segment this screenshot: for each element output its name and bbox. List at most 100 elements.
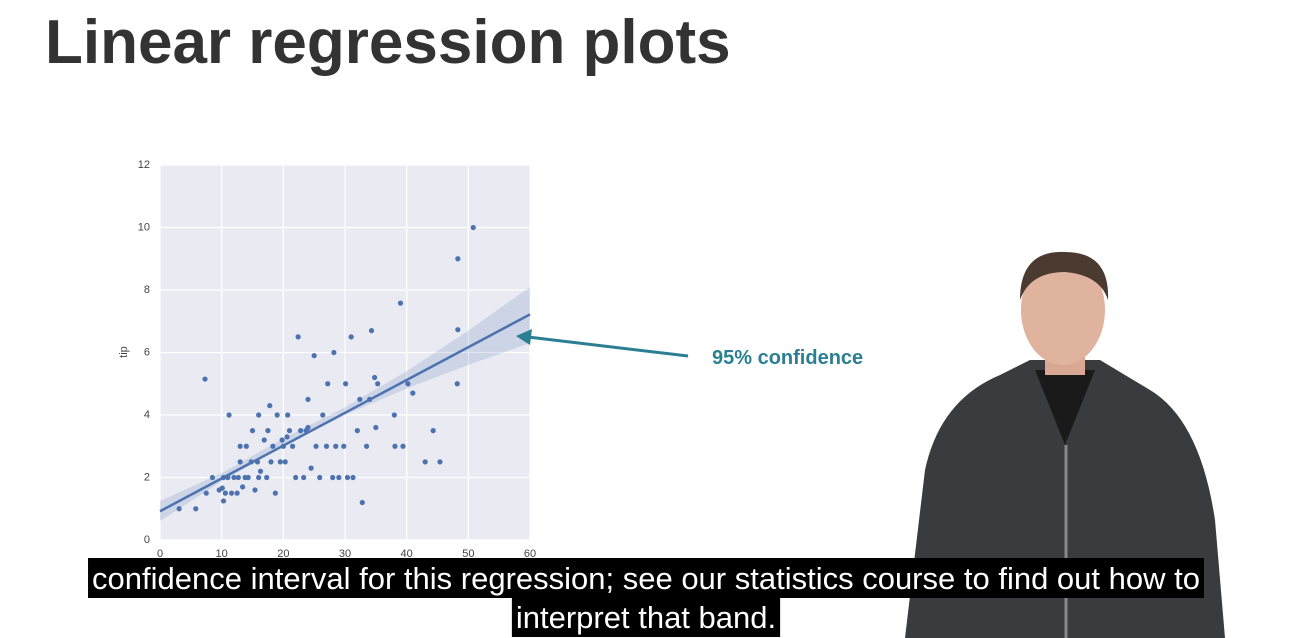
point (336, 474, 342, 481)
caption: confidence interval for this regression;… (88, 558, 1204, 637)
point (350, 474, 356, 481)
point (305, 424, 311, 431)
point (272, 490, 278, 496)
point (397, 300, 404, 306)
point (343, 381, 349, 387)
x-tick-label: 20 (277, 548, 289, 560)
x-tick-label: 50 (462, 548, 474, 560)
point (231, 474, 237, 481)
caption-background (511, 597, 781, 637)
point (323, 443, 330, 449)
point (203, 490, 209, 496)
point (265, 428, 271, 434)
caption-line: confidence interval for this regression;… (92, 561, 1200, 596)
point (430, 428, 436, 434)
point (249, 428, 256, 434)
point (277, 459, 283, 465)
caption-background (88, 558, 1204, 598)
arrow-head (516, 329, 532, 345)
point (237, 459, 243, 465)
x-tick-label: 0 (157, 548, 163, 560)
point (455, 327, 461, 333)
point (405, 381, 411, 387)
point (268, 459, 274, 465)
regression-line (159, 313, 531, 513)
point (234, 490, 240, 496)
point (391, 412, 397, 418)
y-tick-label: 10 (138, 221, 150, 233)
point (455, 256, 461, 262)
point (470, 224, 476, 231)
point (311, 353, 317, 359)
point (341, 443, 347, 449)
point (220, 498, 227, 504)
point (331, 349, 337, 356)
point (330, 474, 336, 481)
shirt (1035, 370, 1095, 445)
y-tick-label: 0 (144, 534, 150, 546)
point (368, 328, 375, 334)
point (359, 499, 365, 506)
x-tick-label: 40 (401, 548, 413, 560)
point (256, 412, 262, 418)
point (267, 403, 273, 409)
point (226, 412, 232, 418)
point (348, 334, 354, 340)
point (289, 443, 296, 449)
point (282, 459, 288, 465)
y-axis-label: tip (118, 346, 130, 358)
point (357, 396, 363, 402)
point (372, 374, 378, 381)
point (235, 474, 241, 481)
caption-line: interpret that band. (516, 600, 776, 635)
annotation-arrow (527, 335, 689, 358)
x-tick-label: 60 (524, 548, 536, 560)
point (293, 474, 299, 481)
point (454, 381, 460, 387)
x-tick-label: 10 (216, 548, 228, 560)
point (222, 490, 228, 496)
y-tick-label: 4 (144, 409, 150, 421)
point (295, 334, 301, 340)
point (202, 376, 208, 382)
point (363, 443, 370, 449)
point (392, 443, 398, 449)
point (344, 474, 351, 481)
point (301, 474, 307, 481)
point (373, 424, 379, 431)
point (237, 443, 243, 449)
point (308, 465, 314, 471)
point (274, 412, 280, 418)
point (176, 506, 182, 512)
hair (1020, 251, 1109, 300)
x-tick-label: 30 (339, 548, 351, 560)
point (305, 396, 311, 402)
point (285, 412, 291, 418)
point (219, 485, 225, 491)
point (437, 459, 443, 465)
point (261, 437, 267, 443)
point (243, 443, 249, 449)
point (320, 412, 326, 418)
point (313, 443, 319, 449)
point (286, 428, 293, 434)
point (252, 487, 258, 493)
point (375, 381, 381, 387)
point (209, 474, 216, 481)
point (325, 381, 331, 387)
point (257, 468, 264, 474)
point (410, 390, 416, 396)
point (245, 474, 251, 481)
point (228, 490, 235, 496)
plot: 0 2 4 6 8 10 12 0 10 20 30 40 50 60 (138, 159, 536, 560)
point (240, 484, 246, 490)
point (333, 443, 339, 449)
point (270, 443, 276, 449)
point (256, 474, 262, 481)
y-tick-label: 12 (138, 159, 150, 171)
point (279, 437, 285, 443)
point (264, 474, 270, 481)
point (298, 428, 304, 434)
point (354, 428, 360, 434)
